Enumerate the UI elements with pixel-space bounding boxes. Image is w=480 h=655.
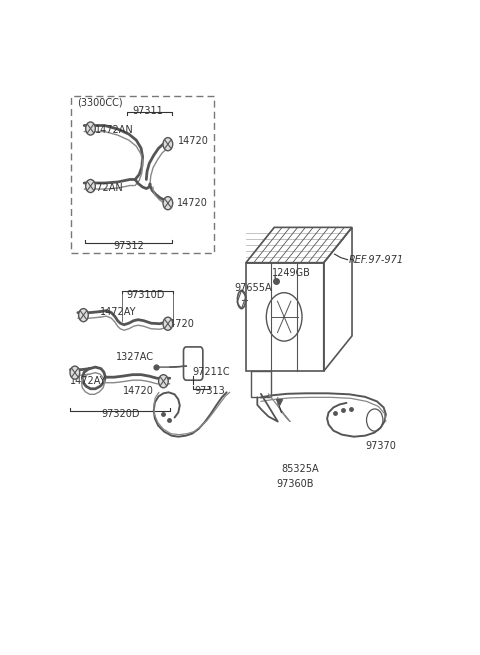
Bar — [246, 263, 324, 371]
Bar — [71, 96, 215, 253]
Text: 97310D: 97310D — [126, 290, 165, 301]
Text: 97313: 97313 — [195, 386, 226, 396]
Text: 1472AY: 1472AY — [71, 376, 107, 386]
Text: 1472AY: 1472AY — [100, 307, 137, 317]
Text: 14720: 14720 — [178, 136, 209, 146]
Text: 1472AN: 1472AN — [85, 183, 124, 193]
Text: REF.97-971: REF.97-971 — [348, 255, 403, 265]
Text: 97311: 97311 — [132, 106, 163, 117]
Circle shape — [158, 375, 168, 388]
Text: (3300CC): (3300CC) — [77, 98, 122, 108]
Text: 97312: 97312 — [113, 241, 144, 251]
Text: 97211C: 97211C — [192, 367, 230, 377]
Text: 97360B: 97360B — [276, 479, 314, 489]
Text: 85325A: 85325A — [281, 464, 319, 474]
Circle shape — [163, 317, 173, 330]
Text: 14720: 14720 — [164, 319, 195, 329]
Text: 1472AN: 1472AN — [96, 125, 134, 135]
Circle shape — [85, 179, 96, 193]
Circle shape — [85, 122, 96, 135]
Text: 97370: 97370 — [365, 441, 396, 451]
Circle shape — [79, 309, 88, 322]
Text: 14720: 14720 — [177, 198, 208, 208]
Text: 97320D: 97320D — [101, 409, 140, 419]
Text: 1327AC: 1327AC — [116, 352, 154, 362]
Circle shape — [163, 196, 173, 210]
Text: 1249GB: 1249GB — [272, 269, 311, 278]
Circle shape — [70, 366, 80, 379]
Circle shape — [163, 138, 173, 151]
Text: 14720: 14720 — [122, 386, 154, 396]
Bar — [251, 371, 271, 398]
Text: 97655A: 97655A — [234, 283, 272, 293]
